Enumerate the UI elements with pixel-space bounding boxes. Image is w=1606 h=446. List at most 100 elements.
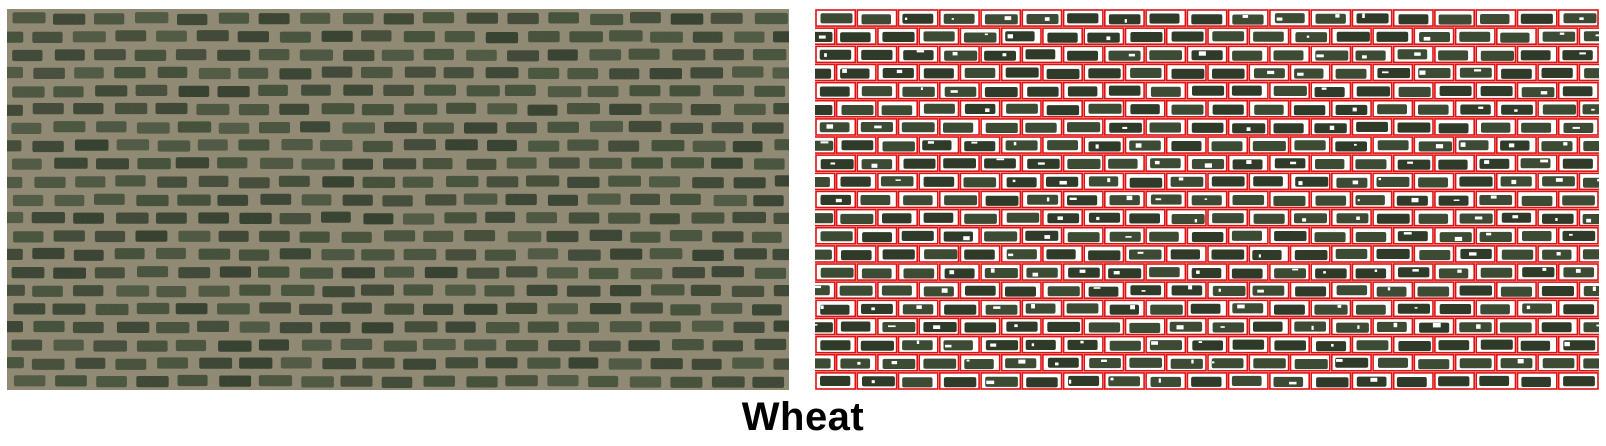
segmented-plot — [1563, 340, 1596, 351]
segmented-plot — [985, 340, 1019, 351]
bounding-box — [1372, 99, 1414, 118]
segmented-plot — [985, 195, 1019, 206]
bounding-box — [1578, 136, 1599, 154]
segmented-plot — [1356, 86, 1390, 97]
mask-gap — [1113, 271, 1120, 275]
segmented-plot — [1376, 31, 1409, 42]
bounding-box — [1227, 226, 1269, 245]
bounding-box — [815, 9, 857, 27]
segmented-plot — [943, 340, 973, 351]
bounding-box — [856, 81, 898, 100]
segmented-plot — [1335, 68, 1367, 79]
segmented-plot — [1025, 303, 1056, 314]
mask-gap — [1596, 324, 1599, 327]
bounding-box — [815, 172, 836, 191]
mask-gap — [945, 344, 952, 348]
bounding-box — [877, 27, 919, 46]
bounding-box — [877, 208, 919, 227]
bounding-box — [856, 9, 898, 27]
bounding-box — [980, 190, 1022, 209]
mask-gap — [1137, 251, 1144, 254]
bounding-box — [1103, 299, 1145, 318]
bounding-box — [1372, 172, 1414, 191]
segmented-plot — [1067, 86, 1098, 97]
segmented-plot — [1150, 376, 1181, 387]
bounding-box — [1021, 9, 1063, 27]
bounding-box — [1124, 208, 1166, 227]
segmented-plot — [1459, 285, 1492, 296]
bounding-box — [877, 136, 919, 154]
segmented-plot — [882, 31, 915, 42]
bounding-box — [1289, 353, 1331, 372]
bounding-box — [1186, 190, 1228, 209]
mask-gap — [1457, 269, 1462, 273]
bounding-box — [939, 118, 980, 136]
mask-gap — [1246, 160, 1252, 164]
bounding-box — [1207, 63, 1249, 82]
bounding-box — [1000, 208, 1042, 227]
mask-gap — [949, 270, 955, 275]
segmented-plot — [1273, 123, 1304, 134]
segmented-plot — [861, 86, 893, 97]
segmented-plot — [1397, 122, 1431, 133]
segmented-plot — [1315, 50, 1349, 61]
bounding-box — [1021, 81, 1063, 100]
bounding-box — [1124, 27, 1166, 46]
segmented-plot — [1397, 303, 1430, 314]
bounding-box — [1351, 299, 1393, 318]
segmented-plot — [903, 158, 936, 169]
segmented-plot — [1089, 358, 1121, 369]
mask-gap — [916, 50, 925, 53]
bounding-box — [1557, 226, 1599, 245]
mask-gap — [1212, 361, 1215, 364]
segmented-plot — [1418, 359, 1450, 370]
bounding-box — [1165, 172, 1207, 191]
segmented-plot — [1377, 68, 1411, 79]
bounding-box — [1083, 27, 1125, 46]
segmented-plot — [903, 50, 934, 61]
bounding-box — [1227, 190, 1269, 209]
segmented-plot — [1212, 213, 1244, 224]
bounding-box — [1475, 118, 1517, 136]
mask-gap — [1176, 325, 1184, 330]
segmented-plot — [1582, 104, 1599, 115]
bounding-box — [1537, 136, 1579, 154]
bounding-box — [918, 27, 960, 46]
bounding-box — [1289, 281, 1331, 300]
bounding-box — [897, 263, 939, 281]
bounding-box — [1165, 281, 1207, 300]
segmented-plot — [924, 249, 958, 260]
mask-gap — [1514, 109, 1518, 112]
bounding-box — [1248, 63, 1290, 82]
segmented-plot — [1458, 140, 1489, 151]
mask-gap — [1220, 326, 1225, 328]
segmented-plot — [1501, 68, 1532, 79]
mask-gap — [1592, 286, 1596, 291]
mask-gap — [1362, 55, 1367, 59]
segmented-plot — [882, 249, 915, 260]
mask-gap — [952, 51, 958, 56]
mask-gap — [1044, 235, 1051, 239]
segmented-plot — [984, 158, 1016, 169]
bounding-box — [1557, 299, 1599, 318]
segmented-plot — [903, 268, 935, 279]
segmented-plot — [840, 176, 871, 187]
mask-gap — [1069, 379, 1072, 384]
bounding-box — [1578, 208, 1599, 227]
bounding-box — [1021, 154, 1063, 173]
mask-gap — [1158, 378, 1161, 383]
segmented-plot — [1542, 358, 1575, 369]
bounding-box — [835, 99, 877, 118]
segmented-plot — [1212, 322, 1245, 333]
mask-gap — [871, 380, 875, 384]
mask-gap — [820, 305, 824, 309]
mask-gap — [1564, 341, 1570, 347]
bounding-box — [1000, 27, 1042, 46]
bounding-box — [1248, 245, 1290, 263]
bounding-box — [897, 9, 939, 27]
bounding-box — [1454, 172, 1496, 191]
bounding-box — [1269, 226, 1310, 245]
bounding-box — [1289, 208, 1331, 227]
mask-gap — [1393, 322, 1398, 328]
segmented-plot — [1171, 68, 1205, 79]
